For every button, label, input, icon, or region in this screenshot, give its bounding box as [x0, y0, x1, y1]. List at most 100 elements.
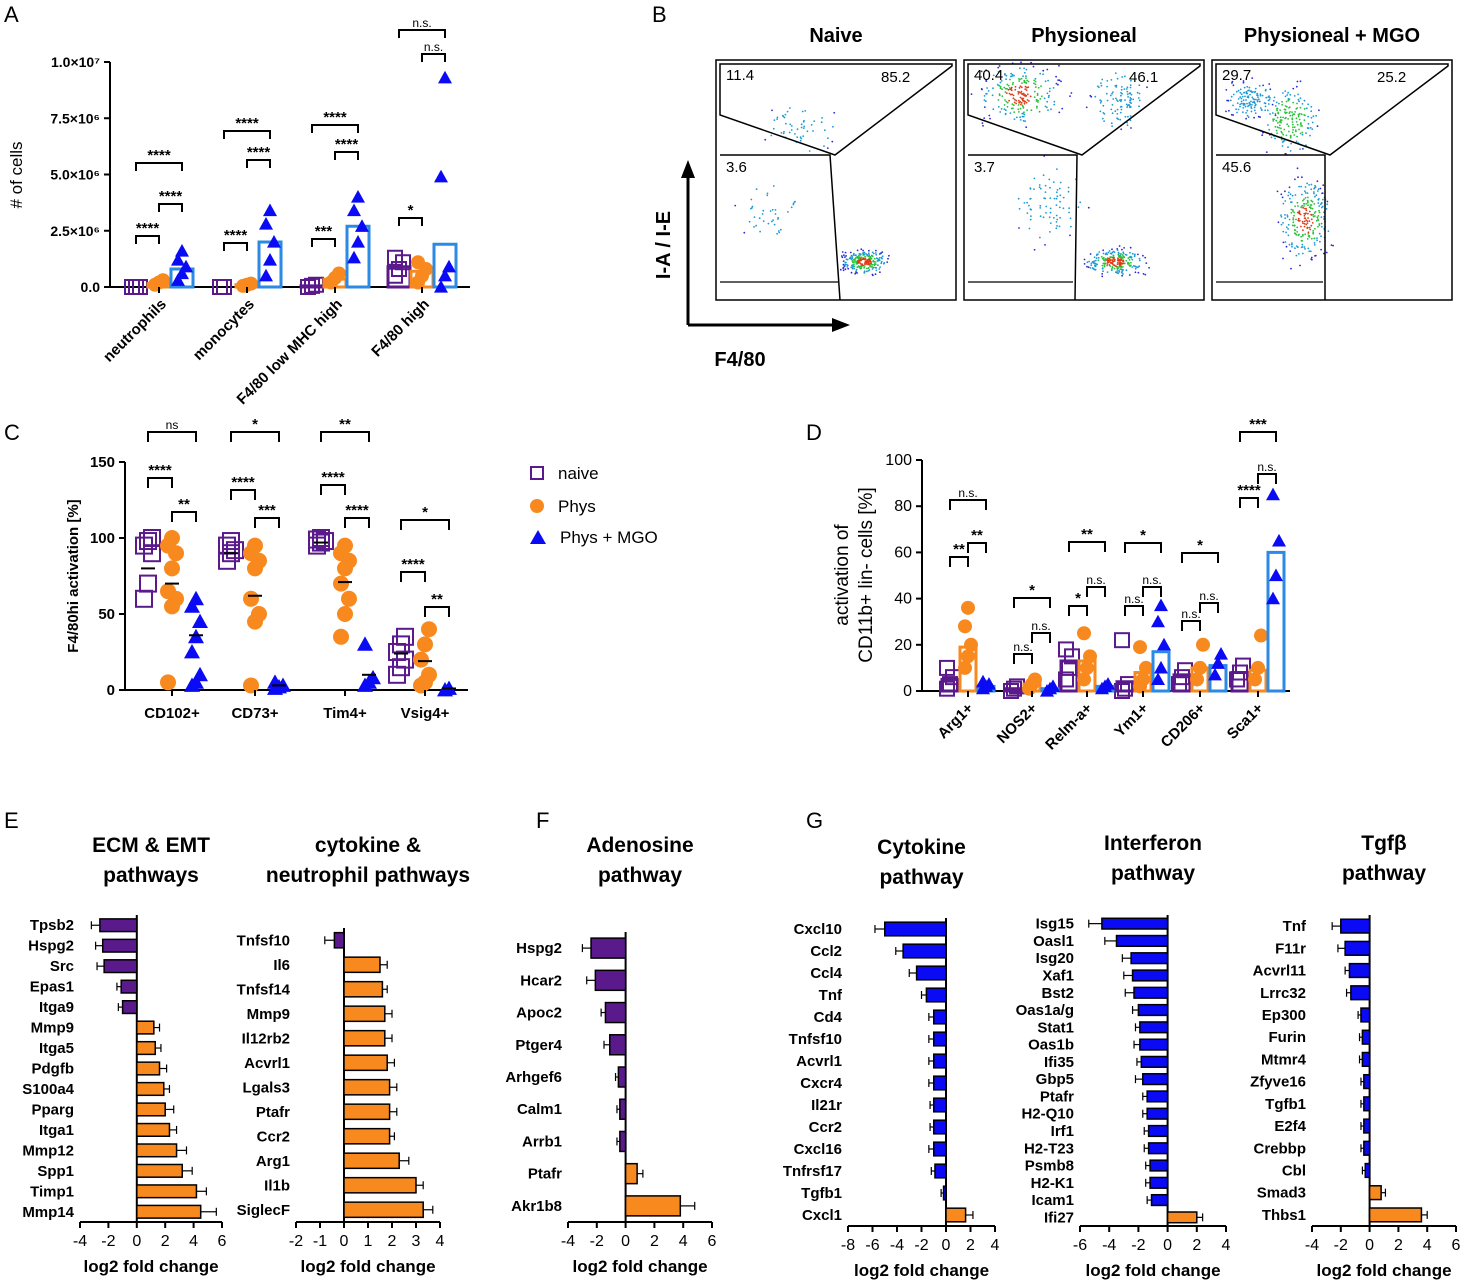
y-tick-label: 20	[894, 637, 912, 654]
flow-event	[1240, 93, 1243, 96]
y-tick-label: Hspg2	[28, 938, 74, 955]
data-point-phys	[243, 677, 259, 694]
flow-event	[1039, 72, 1042, 75]
flow-event	[862, 264, 865, 267]
flow-event	[1129, 86, 1132, 89]
flow-event	[766, 192, 769, 195]
flow-event	[1294, 178, 1296, 181]
significance-bracket	[1124, 605, 1144, 616]
flow-event	[871, 263, 874, 266]
significance-bracket	[1181, 620, 1201, 631]
flow-event	[985, 80, 988, 82]
flow-event	[1287, 118, 1289, 120]
flow-event	[1111, 112, 1114, 115]
bar	[1101, 917, 1169, 930]
flow-event	[1282, 202, 1285, 205]
flow-event	[1119, 268, 1122, 271]
chart-title: pathway	[1111, 862, 1195, 885]
x-tick-label: Sca1+	[1224, 700, 1267, 743]
flow-event	[1239, 91, 1242, 94]
flow-event	[1237, 108, 1240, 111]
flow-event	[1035, 100, 1038, 102]
significance-bracket	[171, 511, 197, 522]
flow-event	[794, 133, 796, 135]
flow-event	[859, 258, 862, 260]
flow-event	[1310, 116, 1313, 119]
bar	[99, 918, 138, 933]
flow-event	[1308, 184, 1310, 186]
y-tick-label: S100a4	[22, 1081, 74, 1098]
flow-event	[801, 110, 804, 113]
bar	[136, 1163, 183, 1178]
flow-event	[1117, 118, 1120, 121]
flow-event	[1125, 254, 1128, 256]
flow-event	[863, 266, 866, 268]
y-tick-label: Tnfsf10	[789, 1031, 842, 1048]
flow-event	[859, 254, 862, 256]
y-tick-label: Tgfb1	[801, 1185, 842, 1202]
chart-title: Cytokine	[877, 836, 966, 859]
x-tick-label: -2	[590, 1233, 604, 1250]
data-point-mgo	[976, 674, 990, 688]
flow-event	[841, 256, 844, 259]
flow-event	[999, 81, 1002, 84]
flow-event	[1025, 68, 1028, 71]
flow-event	[1303, 198, 1305, 201]
flow-event	[1130, 264, 1132, 267]
flow-event	[1095, 254, 1098, 257]
flow-event	[1259, 107, 1262, 109]
flow-event	[1284, 117, 1286, 120]
data-point-mgo	[263, 253, 277, 266]
flow-event	[1310, 218, 1313, 221]
flow-event	[1307, 127, 1310, 130]
flow-event	[1312, 215, 1315, 218]
flow-event	[1316, 237, 1318, 240]
data-point-mgo	[263, 203, 277, 217]
flow-event	[1103, 113, 1106, 115]
flow-event	[1003, 104, 1006, 106]
gate-percent: 85.2	[881, 69, 910, 86]
flow-event	[1277, 122, 1279, 124]
y-tick-label: Ifi27	[1044, 1209, 1074, 1226]
flow-event	[753, 226, 755, 228]
flow-event	[1050, 108, 1052, 111]
bar	[925, 987, 947, 1003]
flow-event	[1287, 234, 1290, 237]
flow-event	[1320, 202, 1323, 205]
flow-event	[804, 110, 807, 112]
flow-event	[1034, 86, 1037, 88]
flow-event	[1018, 78, 1020, 80]
flow-event	[1296, 201, 1299, 204]
flow-event	[826, 147, 829, 150]
flow-event	[1005, 92, 1008, 94]
x-tick-label: neutrophils	[100, 296, 170, 366]
flow-event	[1029, 187, 1032, 190]
flow-event	[1255, 98, 1257, 101]
flow-event	[1049, 222, 1052, 225]
x-tick-label: 2	[161, 1233, 170, 1250]
flow-event	[1285, 134, 1288, 137]
flow-event	[1021, 104, 1024, 107]
flow-event	[1048, 90, 1051, 93]
flow-event	[1033, 90, 1036, 93]
x-tick-label: 4	[1222, 1237, 1231, 1254]
flow-event	[1230, 95, 1233, 98]
flow-event	[996, 83, 999, 86]
flow-event	[1126, 90, 1129, 93]
flow-event	[1304, 186, 1307, 188]
flow-event	[879, 271, 881, 274]
flow-event	[813, 120, 816, 122]
flow-event	[1110, 122, 1113, 125]
flow-event	[1043, 97, 1046, 100]
flow-event	[1306, 220, 1309, 223]
flow-event	[1243, 86, 1246, 89]
flow-event	[776, 232, 778, 235]
flow-event	[1138, 84, 1141, 87]
flow-event	[1008, 92, 1011, 95]
flow-event	[856, 249, 859, 252]
flow-event	[1013, 101, 1016, 104]
significance-bracket	[1239, 431, 1277, 442]
y-tick-label: Timp1	[30, 1183, 74, 1200]
flow-event	[1008, 87, 1011, 89]
